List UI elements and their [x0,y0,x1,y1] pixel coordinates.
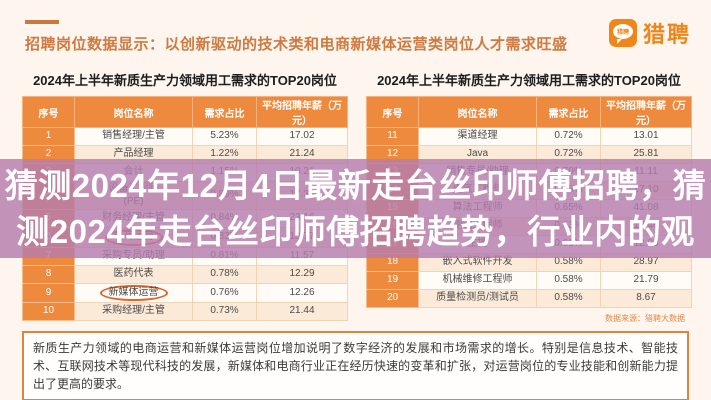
overlay-text-line1: 猜测2024年12月4日最新走台丝印师傅招聘，猜 [4,166,707,204]
table-title-left: 2024年上半年新质生产力领域用工需求的TOP20岗位 [33,73,337,88]
data-cell: 医药代表 [74,264,193,284]
rank-cell: 9 [22,282,75,303]
brand-name: 猎聘 [642,22,691,47]
column-header: 岗位名称 [74,96,193,128]
column-header: 序号 [22,96,75,128]
brand-logo: 猎聘 猎聘 [608,17,691,49]
data-cell: 销售经理/主管 [74,127,193,146]
data-source-footnote: 数据来源：猎聘大数据 [605,314,685,323]
table-row: 9 新媒体运营 0.76% 12.26 [22,282,348,303]
data-cell: 机械维修工程师 [418,271,537,290]
table-row: 10 采购经理/主管 0.73% 21.44 [22,302,348,321]
data-cell: 0.78% [192,264,257,284]
rank-cell: 11 [366,127,419,146]
column-header: 序号 [366,96,419,128]
data-cell: 0.72% [536,127,601,146]
summary-note-box: 新质生产力领域的电商运营和新媒体运营岗位增加说明了数字经济的发展和市场需求的增长… [22,331,689,400]
table-row: 19 机械维修工程师 0.58% 21.79 [366,271,692,290]
column-header: 需求占比 [536,96,601,128]
data-cell: 5.23% [192,127,257,146]
data-cell: 12.29 [256,264,348,284]
headline: 招聘岗位数据显示：以创新驱动的技术类和电商新媒体运营类岗位人才需求旺盛 [25,36,568,53]
data-cell: 17.02 [256,127,348,146]
data-cell: 8.67 [600,289,692,308]
rank-cell: 19 [366,271,419,290]
rank-cell: 10 [22,302,75,321]
table-row: 11 渠道经理 0.72% 13.01 [366,127,692,146]
circled-highlight-annotation: 新媒体运营 [99,284,168,301]
data-cell: 21.44 [256,302,348,321]
column-header: 需求占比 [192,96,257,128]
data-cell: 12.26 [256,282,348,303]
data-cell: 0.76% [192,282,257,303]
rank-cell: 8 [22,264,75,284]
data-cell: 质量检测员/测试员 [418,289,537,308]
liepin-chat-bubble-icon: 猎聘 [608,19,637,47]
bubble-tail-shape [616,39,622,44]
rank-cell: 20 [366,289,419,308]
table-row: 20 质量检测员/测试员 0.58% 8.67 [366,289,692,308]
data-cell: 21.79 [600,271,692,290]
data-cell: 渠道经理 [418,127,537,146]
column-header: 平均招聘年薪（万元） [600,96,692,128]
table-title-right: 2024年上半年新质生产力领域用工需求的TOP20岗位 [377,73,681,88]
data-cell: 0.73% [192,302,257,321]
liepin-bubble-text: 猎聘 [612,24,633,39]
column-header: 岗位名称 [418,96,537,128]
data-cell: 13.01 [600,127,692,146]
seo-overlay-banner: 猜测2024年12月4日最新走台丝印师傅招聘，猜 测2024年走台丝印师傅招聘趋… [0,159,711,258]
data-cell: 新媒体运营 [74,282,193,303]
header-accent-dash [25,20,59,24]
data-cell: 采购经理/主管 [74,302,193,321]
overlay-text-line2: 测2024年走台丝印师傅招聘趋势，行业内的观 [16,212,695,250]
table-row: 1 销售经理/主管 5.23% 17.02 [22,127,348,146]
table-row: 8 医药代表 0.78% 12.29 [22,264,348,284]
data-cell: 0.58% [536,289,601,308]
rank-cell: 1 [22,127,75,146]
column-header: 平均招聘年薪（万元） [256,96,348,128]
data-cell: 0.58% [536,271,601,290]
